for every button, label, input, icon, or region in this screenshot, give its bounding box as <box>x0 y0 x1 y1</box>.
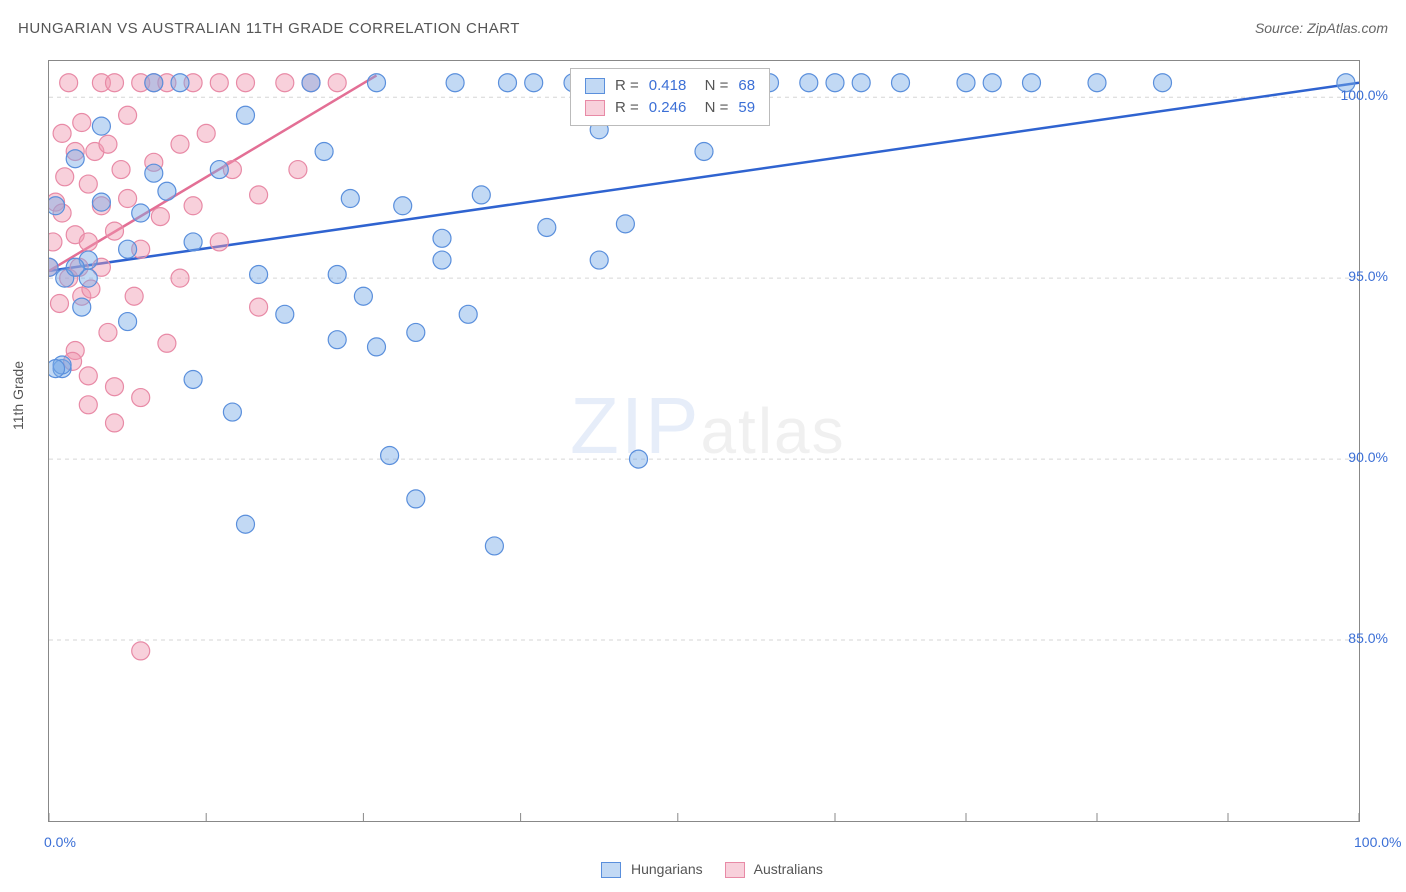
legend-label-australians: Australians <box>754 861 823 877</box>
chart-title: HUNGARIAN VS AUSTRALIAN 11TH GRADE CORRE… <box>18 20 520 37</box>
y-tick-label: 100.0% <box>1341 87 1388 103</box>
n-value-hungarians: 68 <box>738 75 755 97</box>
scatter-plot <box>48 60 1360 822</box>
stat-row-australians: R = 0.246 N = 59 <box>585 97 755 119</box>
legend-swatch-hungarians-icon <box>601 862 621 878</box>
x-tick-label: 100.0% <box>1354 834 1401 850</box>
stat-row-hungarians: R = 0.418 N = 68 <box>585 75 755 97</box>
y-tick-label: 90.0% <box>1348 449 1388 465</box>
x-tick-label: 0.0% <box>44 834 76 850</box>
swatch-hungarians-icon <box>585 78 605 94</box>
y-axis-label: 11th Grade <box>10 361 26 430</box>
r-value-hungarians: 0.418 <box>649 75 687 97</box>
r-value-australians: 0.246 <box>649 97 687 119</box>
source-label: Source: ZipAtlas.com <box>1255 20 1388 36</box>
legend-label-hungarians: Hungarians <box>631 861 703 877</box>
legend-bottom: Hungarians Australians <box>0 861 1406 878</box>
y-tick-label: 85.0% <box>1348 630 1388 646</box>
legend-swatch-australians-icon <box>725 862 745 878</box>
n-value-australians: 59 <box>738 97 755 119</box>
y-tick-label: 95.0% <box>1348 268 1388 284</box>
swatch-australians-icon <box>585 100 605 116</box>
statistics-legend: R = 0.418 N = 68 R = 0.246 N = 59 <box>570 68 770 126</box>
chart-container: HUNGARIAN VS AUSTRALIAN 11TH GRADE CORRE… <box>0 0 1406 892</box>
